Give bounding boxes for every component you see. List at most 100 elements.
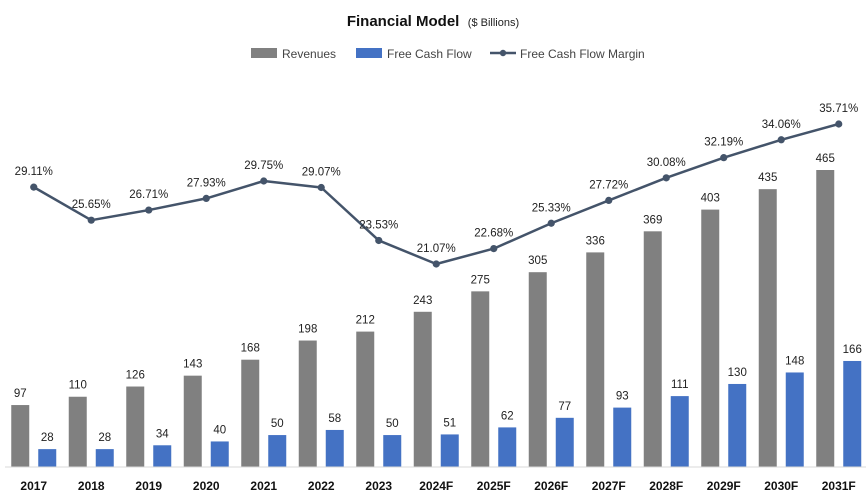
revenue-bar xyxy=(471,291,490,467)
fcf-margin-point xyxy=(547,219,555,227)
fcf-bar xyxy=(95,449,114,467)
revenue-data-label: 198 xyxy=(298,324,317,336)
fcf-data-label: 166 xyxy=(843,344,862,356)
legend-swatch-free-cash-flow xyxy=(356,48,382,58)
x-tick-label: 2031F xyxy=(822,479,856,493)
x-tick-label: 2019 xyxy=(135,479,162,493)
x-tick-label: 2027F xyxy=(592,479,626,493)
fcf-bar xyxy=(440,434,459,467)
fcf-margin-point xyxy=(202,194,210,202)
x-tick-label: 2018 xyxy=(78,479,105,493)
x-tick-label: 2030F xyxy=(764,479,798,493)
revenue-data-label: 212 xyxy=(356,315,375,327)
fcf-data-label: 77 xyxy=(558,401,571,413)
fcf-margin-data-label: 34.06% xyxy=(762,119,801,131)
revenue-data-label: 305 xyxy=(528,255,547,267)
fcf-margin-point xyxy=(662,174,670,182)
revenue-bar xyxy=(758,189,777,467)
revenue-bar xyxy=(298,340,317,467)
fcf-margin-data-label: 21.07% xyxy=(417,243,456,255)
legend-swatch-fcf-margin-marker xyxy=(499,49,507,57)
x-tick-label: 2028F xyxy=(649,479,683,493)
x-tick-label: 2017 xyxy=(20,479,47,493)
fcf-margin-data-label: 27.72% xyxy=(589,179,628,191)
fcf-margin-data-label: 29.11% xyxy=(15,166,53,178)
fcf-margin-point xyxy=(145,206,153,214)
legend-swatch-revenues xyxy=(251,48,277,58)
fcf-bar xyxy=(153,445,172,467)
fcf-data-label: 50 xyxy=(271,418,284,430)
fcf-margin-data-label: 30.08% xyxy=(647,157,686,169)
revenue-data-label: 403 xyxy=(701,193,720,205)
revenue-data-label: 168 xyxy=(241,343,260,355)
fcf-data-label: 28 xyxy=(98,432,111,444)
x-tick-label: 2021 xyxy=(250,479,277,493)
fcf-data-label: 51 xyxy=(443,417,456,429)
x-tick-label: 2026F xyxy=(534,479,568,493)
fcf-margin-data-label: 29.07% xyxy=(302,166,341,178)
revenue-data-label: 143 xyxy=(183,359,202,371)
fcf-margin-data-label: 35.71% xyxy=(819,103,858,115)
revenue-data-label: 97 xyxy=(14,388,27,400)
fcf-bar xyxy=(210,441,229,467)
x-tick-label: 2025F xyxy=(477,479,511,493)
x-tick-label: 2029F xyxy=(707,479,741,493)
fcf-data-label: 40 xyxy=(213,424,226,436)
fcf-bar xyxy=(555,417,574,467)
fcf-margin-point xyxy=(490,245,498,253)
revenue-data-label: 126 xyxy=(126,370,145,382)
fcf-margin-data-label: 23.53% xyxy=(359,219,398,231)
x-tick-label: 2022 xyxy=(308,479,335,493)
fcf-data-label: 28 xyxy=(41,432,54,444)
revenue-bar xyxy=(126,386,145,467)
fcf-data-label: 93 xyxy=(616,391,629,403)
revenue-data-label: 465 xyxy=(816,153,835,165)
x-tick-label: 2020 xyxy=(193,479,220,493)
revenue-data-label: 275 xyxy=(471,274,490,286)
fcf-data-label: 58 xyxy=(328,413,341,425)
revenue-data-label: 435 xyxy=(758,172,777,184)
fcf-margin-data-label: 32.19% xyxy=(704,137,743,149)
fcf-data-label: 130 xyxy=(728,367,747,379)
fcf-margin-data-label: 26.71% xyxy=(129,189,168,201)
chart-title: Financial Model ($ Billions) xyxy=(347,13,519,30)
fcf-data-label: 50 xyxy=(386,418,399,430)
fcf-bar xyxy=(498,427,517,467)
fcf-data-label: 111 xyxy=(671,379,688,391)
fcf-margin-point xyxy=(87,216,95,224)
fcf-margin-data-label: 27.93% xyxy=(187,177,226,189)
fcf-margin-point xyxy=(317,183,325,192)
x-tick-label: 2024F xyxy=(419,479,453,493)
revenue-bar xyxy=(241,359,260,467)
fcf-margin-point xyxy=(777,136,785,144)
fcf-margin-data-label: 29.75% xyxy=(244,160,283,172)
revenue-bar xyxy=(586,252,605,467)
revenue-data-label: 243 xyxy=(413,295,432,307)
fcf-bar xyxy=(38,449,57,467)
fcf-margin-data-label: 25.65% xyxy=(72,199,111,211)
fcf-bar xyxy=(785,372,804,467)
fcf-bar xyxy=(670,396,689,467)
fcf-margin-point xyxy=(835,120,843,128)
chart-legend: Revenues Free Cash Flow Free Cash Flow M… xyxy=(251,47,645,61)
fcf-margin-point xyxy=(375,236,383,245)
revenue-bar xyxy=(528,272,547,467)
fcf-bar xyxy=(268,435,287,467)
revenue-bar xyxy=(11,405,30,467)
legend-label-fcf-margin: Free Cash Flow Margin xyxy=(520,47,645,61)
revenue-bar xyxy=(356,331,375,467)
fcf-bar xyxy=(613,407,632,467)
chart-title-main: Financial Model xyxy=(347,13,460,30)
legend-label-revenues: Revenues xyxy=(282,47,336,61)
revenue-bar xyxy=(413,311,432,467)
revenue-bar xyxy=(643,231,662,467)
fcf-margin-point xyxy=(260,177,268,185)
revenue-data-label: 369 xyxy=(643,214,662,226)
fcf-margin-data-label: 25.33% xyxy=(532,202,571,214)
plot-area: 97 28 2017 110 28 2018 126 34 2019 143 40 2020 168 50… xyxy=(5,103,866,493)
fcf-bar xyxy=(728,383,747,467)
fcf-margin-point xyxy=(720,154,728,162)
revenue-bar xyxy=(183,375,202,467)
